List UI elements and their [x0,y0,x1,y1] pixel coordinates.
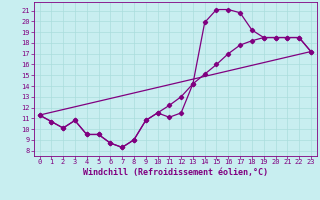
X-axis label: Windchill (Refroidissement éolien,°C): Windchill (Refroidissement éolien,°C) [83,168,268,177]
